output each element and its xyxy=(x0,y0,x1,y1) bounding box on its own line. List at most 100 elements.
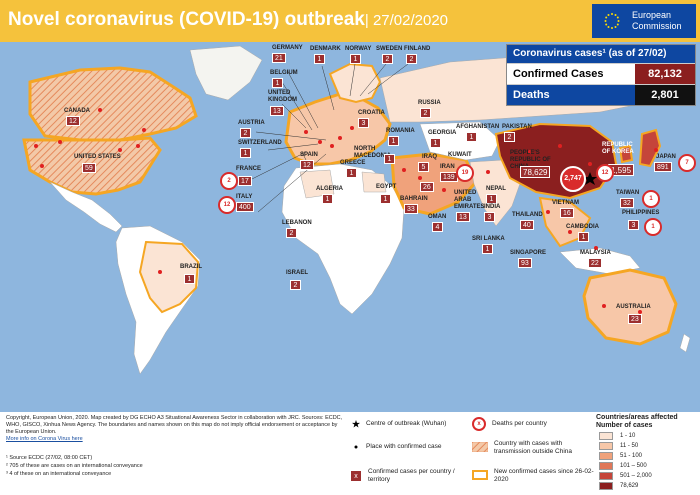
page-title: Novel coronavirus (COVID-19) outbreak| 2… xyxy=(8,9,448,31)
legend-centre: Centre of outbreak (Wuhan) xyxy=(366,420,447,427)
cases-france: 17 xyxy=(238,176,252,186)
deaths-japan: 7 xyxy=(678,154,696,172)
cases-germany: 21 xyxy=(272,53,286,63)
label-thailand: THAILAND xyxy=(512,212,543,218)
cases-finland: 2 xyxy=(406,54,417,64)
copyright-text: Copyright, European Union, 2020. Map cre… xyxy=(6,415,346,443)
label-oman: OMAN xyxy=(428,214,447,220)
cases-italy: 400 xyxy=(236,202,254,212)
stats-heading: Coronavirus cases¹ (as of 27/02) xyxy=(507,45,695,63)
deaths-value: 2,801 xyxy=(635,85,695,105)
cases-iraq: 5 xyxy=(418,162,429,172)
deaths-france: 2 xyxy=(220,172,238,190)
scale-swatch xyxy=(599,432,613,440)
scale-swatch xyxy=(599,472,613,480)
label-kuwait: KUWAIT xyxy=(448,152,472,158)
cases-philippines: 3 xyxy=(628,220,639,230)
cases-israel: 2 xyxy=(290,280,301,290)
label-algeria: ALGERIA xyxy=(316,186,343,192)
title-date: | 27/02/2020 xyxy=(364,12,449,29)
more-info-link[interactable]: More info on Corona Virus here xyxy=(6,436,83,442)
legend-transmission: Country with cases with transmission out… xyxy=(494,440,573,455)
label-austria: AUSTRIA xyxy=(238,120,265,126)
header-banner: Novel coronavirus (COVID-19) outbreak| 2… xyxy=(0,0,700,42)
label-lebanon: LEBANON xyxy=(282,220,312,226)
scale-label: 1 - 10 xyxy=(620,433,636,439)
cases-romania: 1 xyxy=(388,136,399,146)
label-denmark: DENMARK xyxy=(310,46,341,52)
cases-afghanistan: 1 xyxy=(466,132,477,142)
scale-title-2: Number of cases xyxy=(596,422,653,429)
footnotes: ¹ Source ECDC (27/02, 08:00 CET) ² 705 o… xyxy=(6,454,346,478)
label-india: INDIA xyxy=(484,204,501,210)
cases-nepal: 1 xyxy=(486,194,497,204)
label-philippines: PHILIPPINES xyxy=(622,210,660,216)
eu-flag-icon xyxy=(596,9,628,33)
deaths-iran: 19 xyxy=(456,164,474,182)
scale-label: 51 - 100 xyxy=(620,453,643,459)
label-japan: JAPAN xyxy=(656,154,676,160)
scale-title: Countries/areas affected Number of cases xyxy=(596,414,678,430)
stats-panel: Coronavirus cases¹ (as of 27/02) Confirm… xyxy=(506,44,696,106)
cases-canada: 12 xyxy=(66,116,80,126)
footnote-2: ² 705 of these are cases on an internati… xyxy=(6,463,143,469)
ec-wordmark: European Commission xyxy=(632,10,682,32)
label-switzerland: SWITZERLAND xyxy=(238,140,282,146)
cases-lebanon: 2 xyxy=(286,228,297,238)
cases-pakistan: 2 xyxy=(504,132,515,142)
wuhan-star-icon xyxy=(583,172,597,185)
cases-greece: 1 xyxy=(346,168,357,178)
cases-united-states: 59 xyxy=(82,163,96,173)
label-uae: UNITED ARAB EMIRATES xyxy=(454,190,485,210)
scale-swatch xyxy=(599,452,613,460)
cases-norway: 1 xyxy=(350,54,361,64)
scale-label: 78,629 xyxy=(620,483,639,489)
label-united-kingdom: UNITED KINGDOM xyxy=(268,90,297,103)
deaths-philippines: 1 xyxy=(644,218,662,236)
label-brazil: BRAZIL xyxy=(180,264,202,270)
label-romania: ROMANIA xyxy=(386,128,415,134)
label-italy: ITALY xyxy=(236,194,253,200)
label-china: PEOPLE'S REPUBLIC OF CHINA xyxy=(510,150,551,170)
deaths-italy: 12 xyxy=(218,196,236,214)
cases-united-kingdom: 13 xyxy=(270,106,284,116)
cases-cambodia: 1 xyxy=(578,232,589,242)
deaths-taiwan: 1 xyxy=(642,190,660,208)
deaths-label: Deaths xyxy=(507,85,635,105)
legend-deaths: Deaths per country xyxy=(492,420,547,427)
footer: Copyright, European Union, 2020. Map cre… xyxy=(0,412,700,495)
label-iran: IRAN xyxy=(440,164,455,170)
cases-thailand: 40 xyxy=(520,220,534,230)
deaths-korea: 12 xyxy=(596,164,614,182)
label-belgium: BELGIUM xyxy=(270,70,298,76)
label-singapore: SINGAPORE xyxy=(510,250,547,256)
label-canada: CANADA xyxy=(64,108,90,114)
confirmed-value: 82,132 xyxy=(635,64,695,84)
label-israel: ISRAEL xyxy=(286,270,309,276)
confirmed-legend-icon: x xyxy=(350,470,362,482)
cases-korea: 1,595 xyxy=(608,164,635,176)
confirmed-label: Confirmed Cases xyxy=(513,68,604,80)
label-norway: NORWAY xyxy=(345,46,372,52)
scale-label: 11 - 50 xyxy=(620,443,639,449)
ec-line-1: European xyxy=(632,10,672,20)
european-commission-logo: European Commission xyxy=(592,4,696,38)
footnote-3: ³ 4 of these on an international conveya… xyxy=(6,471,112,477)
scale-swatch xyxy=(599,482,613,490)
star-legend-icon xyxy=(352,420,360,428)
cases-egypt: 1 xyxy=(380,194,391,204)
cases-oman: 4 xyxy=(432,222,443,232)
label-egypt: EGYPT xyxy=(376,184,397,190)
cases-austria: 2 xyxy=(240,128,251,138)
label-malaysia: MALAYSIA xyxy=(580,250,611,256)
label-croatia: CROATIA xyxy=(358,110,385,116)
footnote-1: ¹ Source ECDC (27/02, 08:00 CET) xyxy=(6,455,93,461)
label-cambodia: CAMBODIA xyxy=(566,224,599,230)
label-sri-lanka: SRI LANKA xyxy=(472,236,505,242)
label-united-states: UNITED STATES xyxy=(74,154,121,160)
cases-china: 78,629 xyxy=(520,166,551,178)
label-russia: RUSSIA xyxy=(418,100,441,106)
cases-japan: 891 xyxy=(654,162,672,172)
cases-sweden: 2 xyxy=(382,54,393,64)
cases-switzerland: 1 xyxy=(240,148,251,158)
